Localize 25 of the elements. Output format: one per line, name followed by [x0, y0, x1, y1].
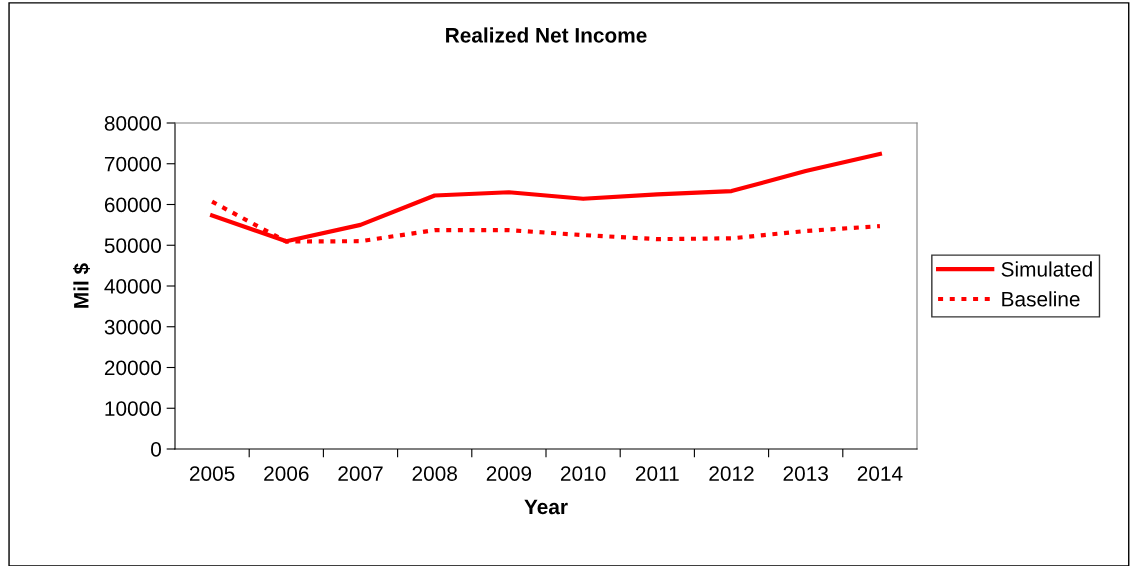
- y-tick-label: 10000: [105, 401, 161, 416]
- x-axis-title: Year: [524, 499, 568, 515]
- y-axis-title: Mil $: [72, 263, 90, 308]
- legend-label: Baseline: [1002, 291, 1080, 307]
- x-tick-label: 2007: [338, 466, 383, 481]
- y-tick-label: 70000: [104, 156, 161, 172]
- legend-label: Simulated: [1001, 261, 1092, 277]
- y-tick-label: 40000: [104, 279, 161, 294]
- x-tick-label: 2006: [264, 466, 309, 481]
- y-tick-label: 50000: [104, 238, 161, 253]
- x-tick-label: 2014: [857, 466, 903, 481]
- chart-title: Realized Net Income: [446, 27, 647, 43]
- x-tick-label: 2010: [560, 466, 606, 481]
- x-tick-label: 2008: [412, 466, 457, 481]
- x-tick-label: 2011: [635, 466, 679, 481]
- y-tick-label: 60000: [104, 197, 161, 213]
- y-tick-label: 80000: [104, 116, 161, 131]
- y-tick-label: 20000: [104, 360, 161, 376]
- x-tick-label: 2009: [486, 466, 532, 481]
- y-tick-label: 0: [151, 442, 161, 457]
- x-tick-label: 2013: [783, 466, 828, 481]
- y-tick-label: 30000: [104, 319, 161, 335]
- line-series: [210, 151, 882, 244]
- x-tick-label: 2012: [709, 466, 754, 481]
- x-tick-label: 2005: [189, 466, 235, 481]
